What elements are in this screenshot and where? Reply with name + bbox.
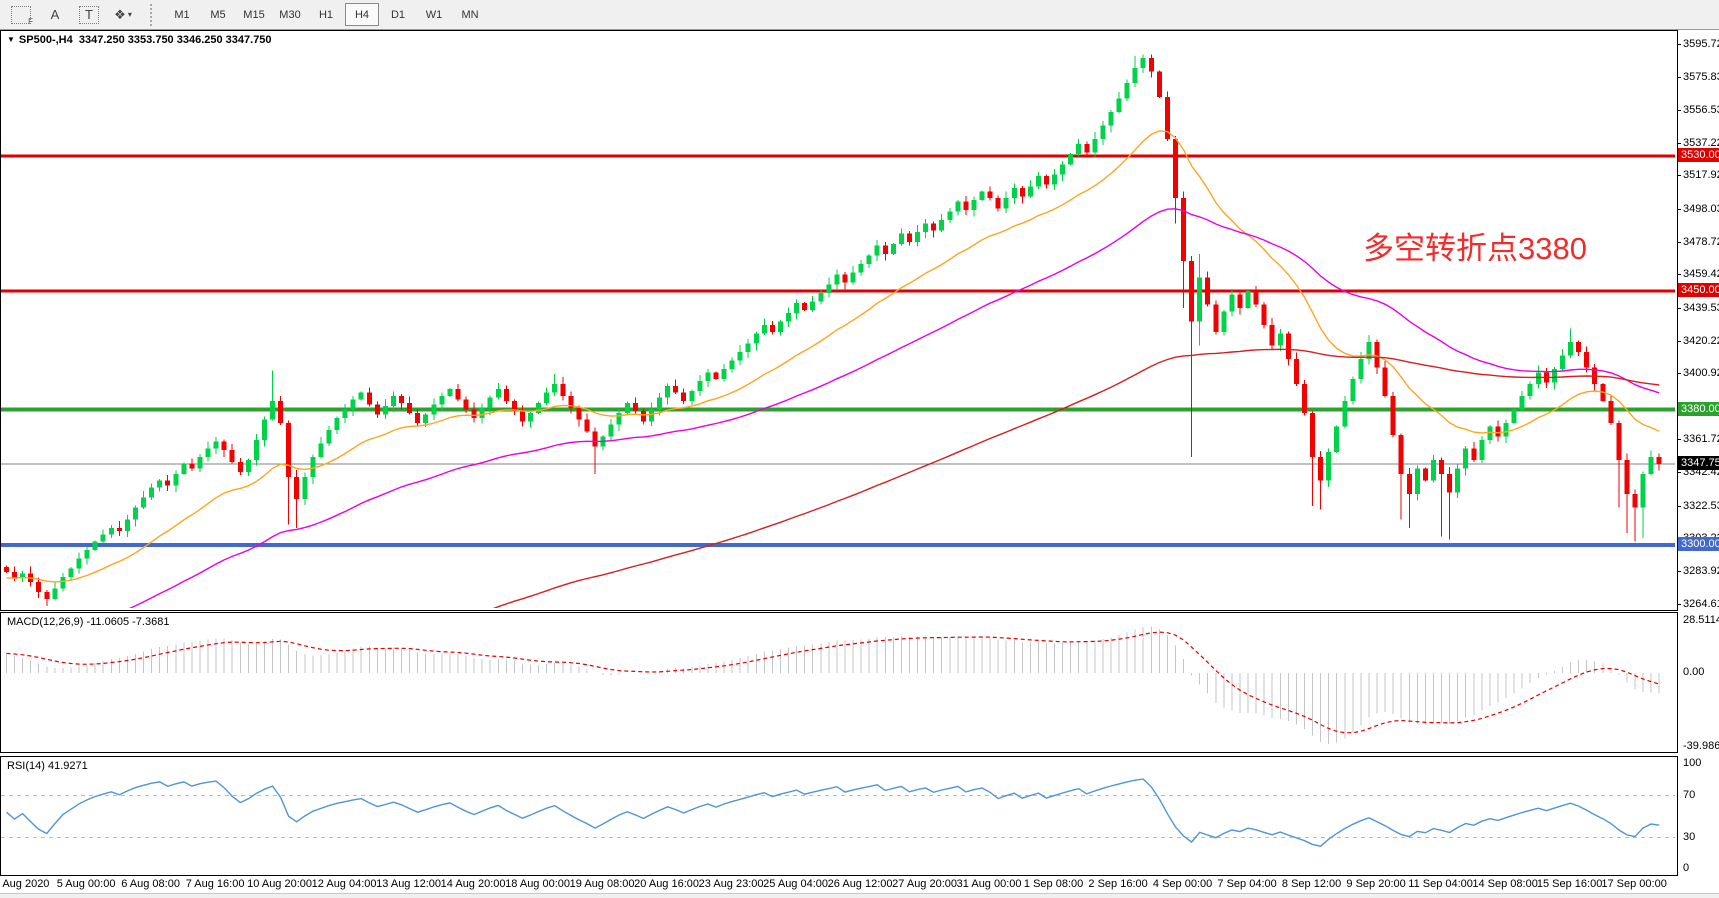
price-tick-label: 3264.615	[1677, 597, 1719, 611]
toolbar: F A T ❖ ▾ M1 M5 M15 M30 H1 H4 D1 W1 MN	[0, 0, 1719, 30]
timeframe-button-m15[interactable]: M15	[243, 8, 265, 21]
price-tick-label: 3595.725	[1677, 37, 1719, 51]
price-tick-label: 3322.530	[1677, 499, 1719, 513]
rsi-axis-label: 0	[1683, 862, 1690, 874]
time-axis-label: 14 Aug 20:00	[440, 878, 506, 890]
timeframe-button-m30[interactable]: M30	[279, 8, 301, 21]
time-axis-label: 11 Sep 04:00	[1408, 878, 1473, 890]
timeframe-toolbar: M1 M5 M15 M30 H1 H4 D1 W1 MN	[164, 3, 488, 26]
price-tick-label: 3498.030	[1677, 202, 1719, 216]
symbol-label: SP500-,H4	[18, 34, 73, 46]
chart-title: ▼ SP500-,H4 3347.250 3353.750 3346.250 33…	[7, 34, 272, 46]
time-axis-label: 5 Aug 00:00	[56, 878, 116, 890]
rsi-axis-label: 30	[1683, 830, 1696, 843]
time-axis-label: 15 Sep 16:00	[1536, 878, 1603, 890]
shapes-icon[interactable]: ❖ ▾	[114, 6, 132, 22]
price-tick-label: 3439.530	[1677, 301, 1719, 315]
macd-axis-label: -39.9869	[1683, 739, 1719, 752]
time-axis-label: 9 Sep 20:00	[1346, 878, 1406, 890]
time-axis-label: 19 Aug 08:00	[569, 878, 635, 890]
time-axis-label: 1 Sep 08:00	[1023, 878, 1084, 890]
time-axis-label: 3 Aug 2020	[0, 878, 50, 890]
toolbar-grip[interactable]	[150, 3, 156, 26]
time-axis-label: 7 Aug 16:00	[185, 878, 245, 890]
macd-label: MACD(12,26,9) -11.0605 -7.3681	[7, 616, 170, 628]
price-tick-label: 3420.225	[1677, 334, 1719, 348]
timeframe-button-h1[interactable]: H1	[318, 8, 334, 21]
time-axis-label: 7 Sep 04:00	[1217, 878, 1277, 890]
chevron-down-icon: ▾	[127, 10, 132, 19]
price-tick-label: 3517.920	[1677, 168, 1719, 182]
rsi-label: RSI(14) 41.9271	[7, 760, 88, 772]
timeframe-button-m1[interactable]: M1	[174, 8, 190, 21]
time-axis-label: 10 Aug 20:00	[247, 878, 313, 890]
price-tick-label: 3575.835	[1677, 70, 1719, 84]
price-level-badge: 3380.000	[1678, 401, 1719, 416]
price-tick-label: 3556.530	[1677, 103, 1719, 117]
macd-axis-label: 28.5114	[1683, 613, 1719, 626]
time-axis-label: 25 Aug 04:00	[763, 878, 829, 890]
time-axis-label: 12 Aug 04:00	[311, 878, 377, 890]
last-price-badge: 3347.750	[1678, 456, 1719, 471]
price-level-badge: 3530.000	[1678, 147, 1719, 162]
window-bottom-edge	[0, 893, 1719, 898]
price-tick-label: 3283.920	[1677, 564, 1719, 578]
time-axis-label: 27 Aug 20:00	[892, 878, 958, 890]
time-axis-label: 2 Sep 16:00	[1088, 878, 1148, 890]
text-box-icon[interactable]: T	[76, 4, 102, 26]
text-label-icon[interactable]: A	[50, 7, 60, 22]
price-level-badge: 3300.000	[1678, 536, 1719, 551]
rsi-axis-label: 100	[1683, 757, 1702, 769]
price-tick-label: 3400.920	[1677, 366, 1719, 380]
time-axis-label: 4 Sep 00:00	[1152, 878, 1213, 890]
symbol-dropdown-icon[interactable]: ▼	[7, 35, 15, 44]
time-axis-label: 6 Aug 08:00	[121, 878, 180, 890]
price-tick-label: 3478.725	[1677, 235, 1719, 249]
price-tick-label: 3459.420	[1677, 267, 1719, 281]
main-chart-pane[interactable]: ▼ SP500-,H4 3347.250 3353.750 3346.250 33…	[0, 30, 1678, 611]
timeframe-button-mn[interactable]: MN	[461, 8, 479, 21]
rsi-axis-label: 70	[1683, 788, 1696, 801]
macd-pane[interactable]: MACD(12,26,9) -11.0605 -7.3681	[0, 612, 1678, 753]
time-axis-label: 23 Aug 23:00	[698, 878, 764, 890]
time-axis-label: 31 Aug 00:00	[956, 878, 1022, 890]
time-axis-label: 26 Aug 12:00	[827, 878, 893, 890]
price-tick-label: 3537.225	[1677, 136, 1719, 150]
price-tick-label: 3361.725	[1677, 432, 1719, 446]
time-axis-label: 20 Aug 16:00	[634, 878, 700, 890]
time-axis-label: 8 Sep 12:00	[1281, 878, 1342, 890]
time-axis-label: 13 Aug 12:00	[376, 878, 442, 890]
macd-axis-label: 0.00	[1683, 666, 1705, 678]
timeframe-button-h4[interactable]: H4	[345, 3, 379, 26]
timeframe-button-d1[interactable]: D1	[390, 8, 406, 21]
annotation-text: 多空转折点3380	[1363, 231, 1587, 266]
timeframe-button-w1[interactable]: W1	[425, 8, 443, 21]
time-axis-label: 17 Sep 00:00	[1601, 878, 1667, 890]
timeframe-button-m5[interactable]: M5	[210, 8, 226, 21]
freehand-f-icon[interactable]: F	[8, 4, 34, 26]
time-axis[interactable]: 3 Aug 2020 5 Aug 00:00 6 Aug 08:00 7 Aug 16…	[0, 876, 1719, 893]
ohlc-values: 3347.250 3353.750 3346.250 3347.750	[78, 34, 272, 46]
rsi-pane[interactable]: RSI(14) 41.9271	[0, 756, 1678, 876]
time-axis-label: 14 Sep 08:00	[1472, 878, 1538, 890]
price-level-badge: 3450.000	[1678, 283, 1719, 298]
time-axis-label: 18 Aug 00:00	[505, 878, 571, 890]
